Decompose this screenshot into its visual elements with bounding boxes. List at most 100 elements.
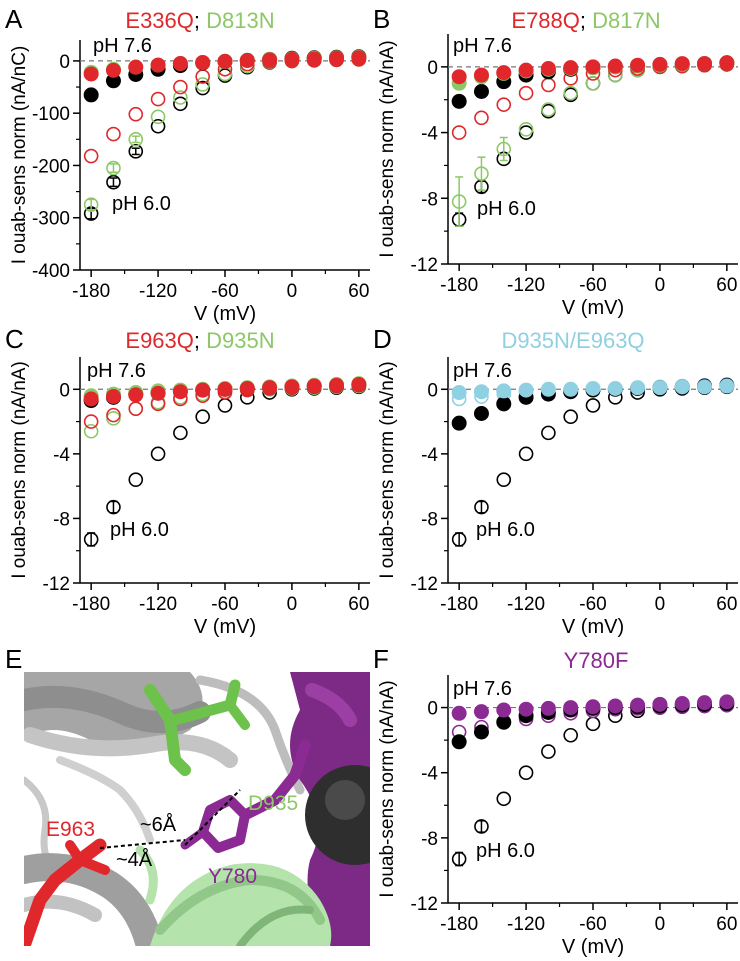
x-axis-label: V (mV) (194, 303, 256, 325)
x-axis-label: V (mV) (194, 616, 256, 638)
data-point (284, 51, 300, 67)
data-point (195, 54, 211, 70)
annotation-ph-high: pH 7.6 (453, 360, 512, 382)
data-point (697, 695, 713, 711)
data-point (541, 425, 556, 441)
data-point (518, 121, 534, 137)
chart-title: Y780F (564, 648, 629, 673)
data-point (540, 381, 556, 397)
y-tick-label: -200 (32, 156, 70, 177)
x-axis-label: V (mV) (562, 936, 624, 958)
data-point (306, 51, 322, 67)
data-point (563, 700, 579, 716)
panel-letter: B (373, 4, 390, 34)
y-tick-label: -4 (421, 445, 438, 466)
panel-b: B E788Q; D817N -180 -120 -60 0 60 0 -4 -8 -12 V (… (373, 4, 738, 319)
y-tick-label: 0 (427, 58, 438, 79)
data-point (607, 698, 623, 714)
x-axis-label: V (mV) (562, 616, 624, 638)
data-point (105, 62, 121, 78)
data-point (83, 66, 99, 82)
data-point (128, 472, 144, 487)
data-point (607, 58, 623, 74)
distance-label-4a: ~4Å (116, 848, 153, 871)
data-point (496, 65, 512, 81)
data-point (262, 380, 278, 396)
data-point (540, 61, 556, 76)
title-part: E788Q (511, 8, 580, 33)
data-point (329, 377, 345, 393)
residue-label-e963: E963 (46, 818, 95, 841)
data-point (697, 56, 713, 72)
data-point (83, 532, 99, 547)
data-point (195, 382, 211, 398)
annotation-ph-high: pH 7.6 (87, 360, 146, 382)
y-tick-label: 0 (427, 699, 438, 720)
data-point (451, 93, 467, 109)
data-point (719, 378, 735, 394)
data-point (195, 77, 210, 92)
panel-c: C E963Q; D935N -180 -120 -60 0 60 0 -4 -8 -12 V (… (5, 324, 370, 638)
x-tick-label: -60 (211, 594, 238, 615)
data-point (541, 102, 556, 117)
panel-a: A E336Q; D813N -180 -120 -60 0 60 0 -100 -200 -3… (5, 4, 370, 325)
y-axis-label: I ouab-sens norm (nA/nA) (377, 680, 398, 898)
data-point (195, 69, 210, 84)
data-point (474, 499, 489, 515)
data-point (473, 67, 489, 83)
panel-letter: E (5, 644, 22, 674)
data-point (585, 75, 601, 91)
data-point (451, 532, 467, 547)
data-point (106, 407, 121, 423)
y-axis-label: I ouab-sens norm (nA/nA) (377, 40, 398, 258)
y-axis-label: I ouab-sens norm (nA/nC) (9, 46, 30, 265)
x-tick-label: -120 (507, 914, 545, 935)
y-tick-label: 0 (59, 52, 70, 73)
data-point (518, 701, 534, 717)
data-point (652, 696, 668, 712)
data-point (496, 141, 512, 157)
x-tick-label: -120 (507, 275, 545, 296)
data-point (128, 59, 144, 75)
panel-f: F Y780F -180 -120 -60 0 60 0 -4 -8 -12 V (mV) I ou… (373, 644, 738, 958)
panel-letter: F (373, 644, 389, 674)
data-point (496, 791, 512, 807)
data-point (563, 85, 578, 101)
data-point (451, 385, 467, 401)
x-tick-label: -180 (440, 914, 478, 935)
annotation-ph-low: pH 6.0 (112, 193, 171, 215)
title-part: D935N (206, 328, 274, 353)
data-point (306, 378, 322, 394)
title-part: D817N (592, 8, 660, 33)
data-point (173, 425, 188, 441)
data-point (128, 132, 144, 147)
data-point (719, 694, 735, 710)
data-point (674, 696, 690, 711)
data-point (563, 60, 579, 76)
data-point (150, 118, 166, 134)
plot-area: -180 -120 -60 0 60 0 -4 -8 -12 V (mV) I ouab-sens … (9, 357, 370, 638)
y-tick-label: -8 (421, 189, 438, 210)
title-part: ; (194, 328, 206, 353)
x-tick-label: -180 (440, 275, 478, 296)
panel-d: D D935N/E963Q -180 -120 -60 0 60 0 -4 -8 -12 V (m… (373, 324, 738, 638)
y-tick-label: -12 (411, 255, 438, 276)
data-point (217, 381, 233, 397)
data-point (451, 705, 467, 721)
data-point (150, 385, 166, 401)
plot-area: -180 -120 -60 0 60 0 -4 -8 -12 V (mV) I ouab-sens … (377, 357, 738, 638)
x-tick-label: -60 (579, 594, 606, 615)
x-tick-label: 0 (287, 594, 298, 615)
data-point (262, 52, 278, 68)
title-part: Y780F (564, 648, 629, 673)
y-tick-label: 0 (59, 380, 70, 401)
data-point (451, 194, 467, 209)
annotation-ph-low: pH 6.0 (476, 519, 535, 541)
data-point (719, 55, 735, 71)
data-point (541, 77, 556, 93)
x-tick-label: -120 (139, 281, 177, 302)
chart-title: E963Q; D935N (125, 328, 274, 353)
data-point (474, 110, 489, 126)
panel-letter: C (5, 324, 24, 354)
data-point (150, 446, 166, 462)
